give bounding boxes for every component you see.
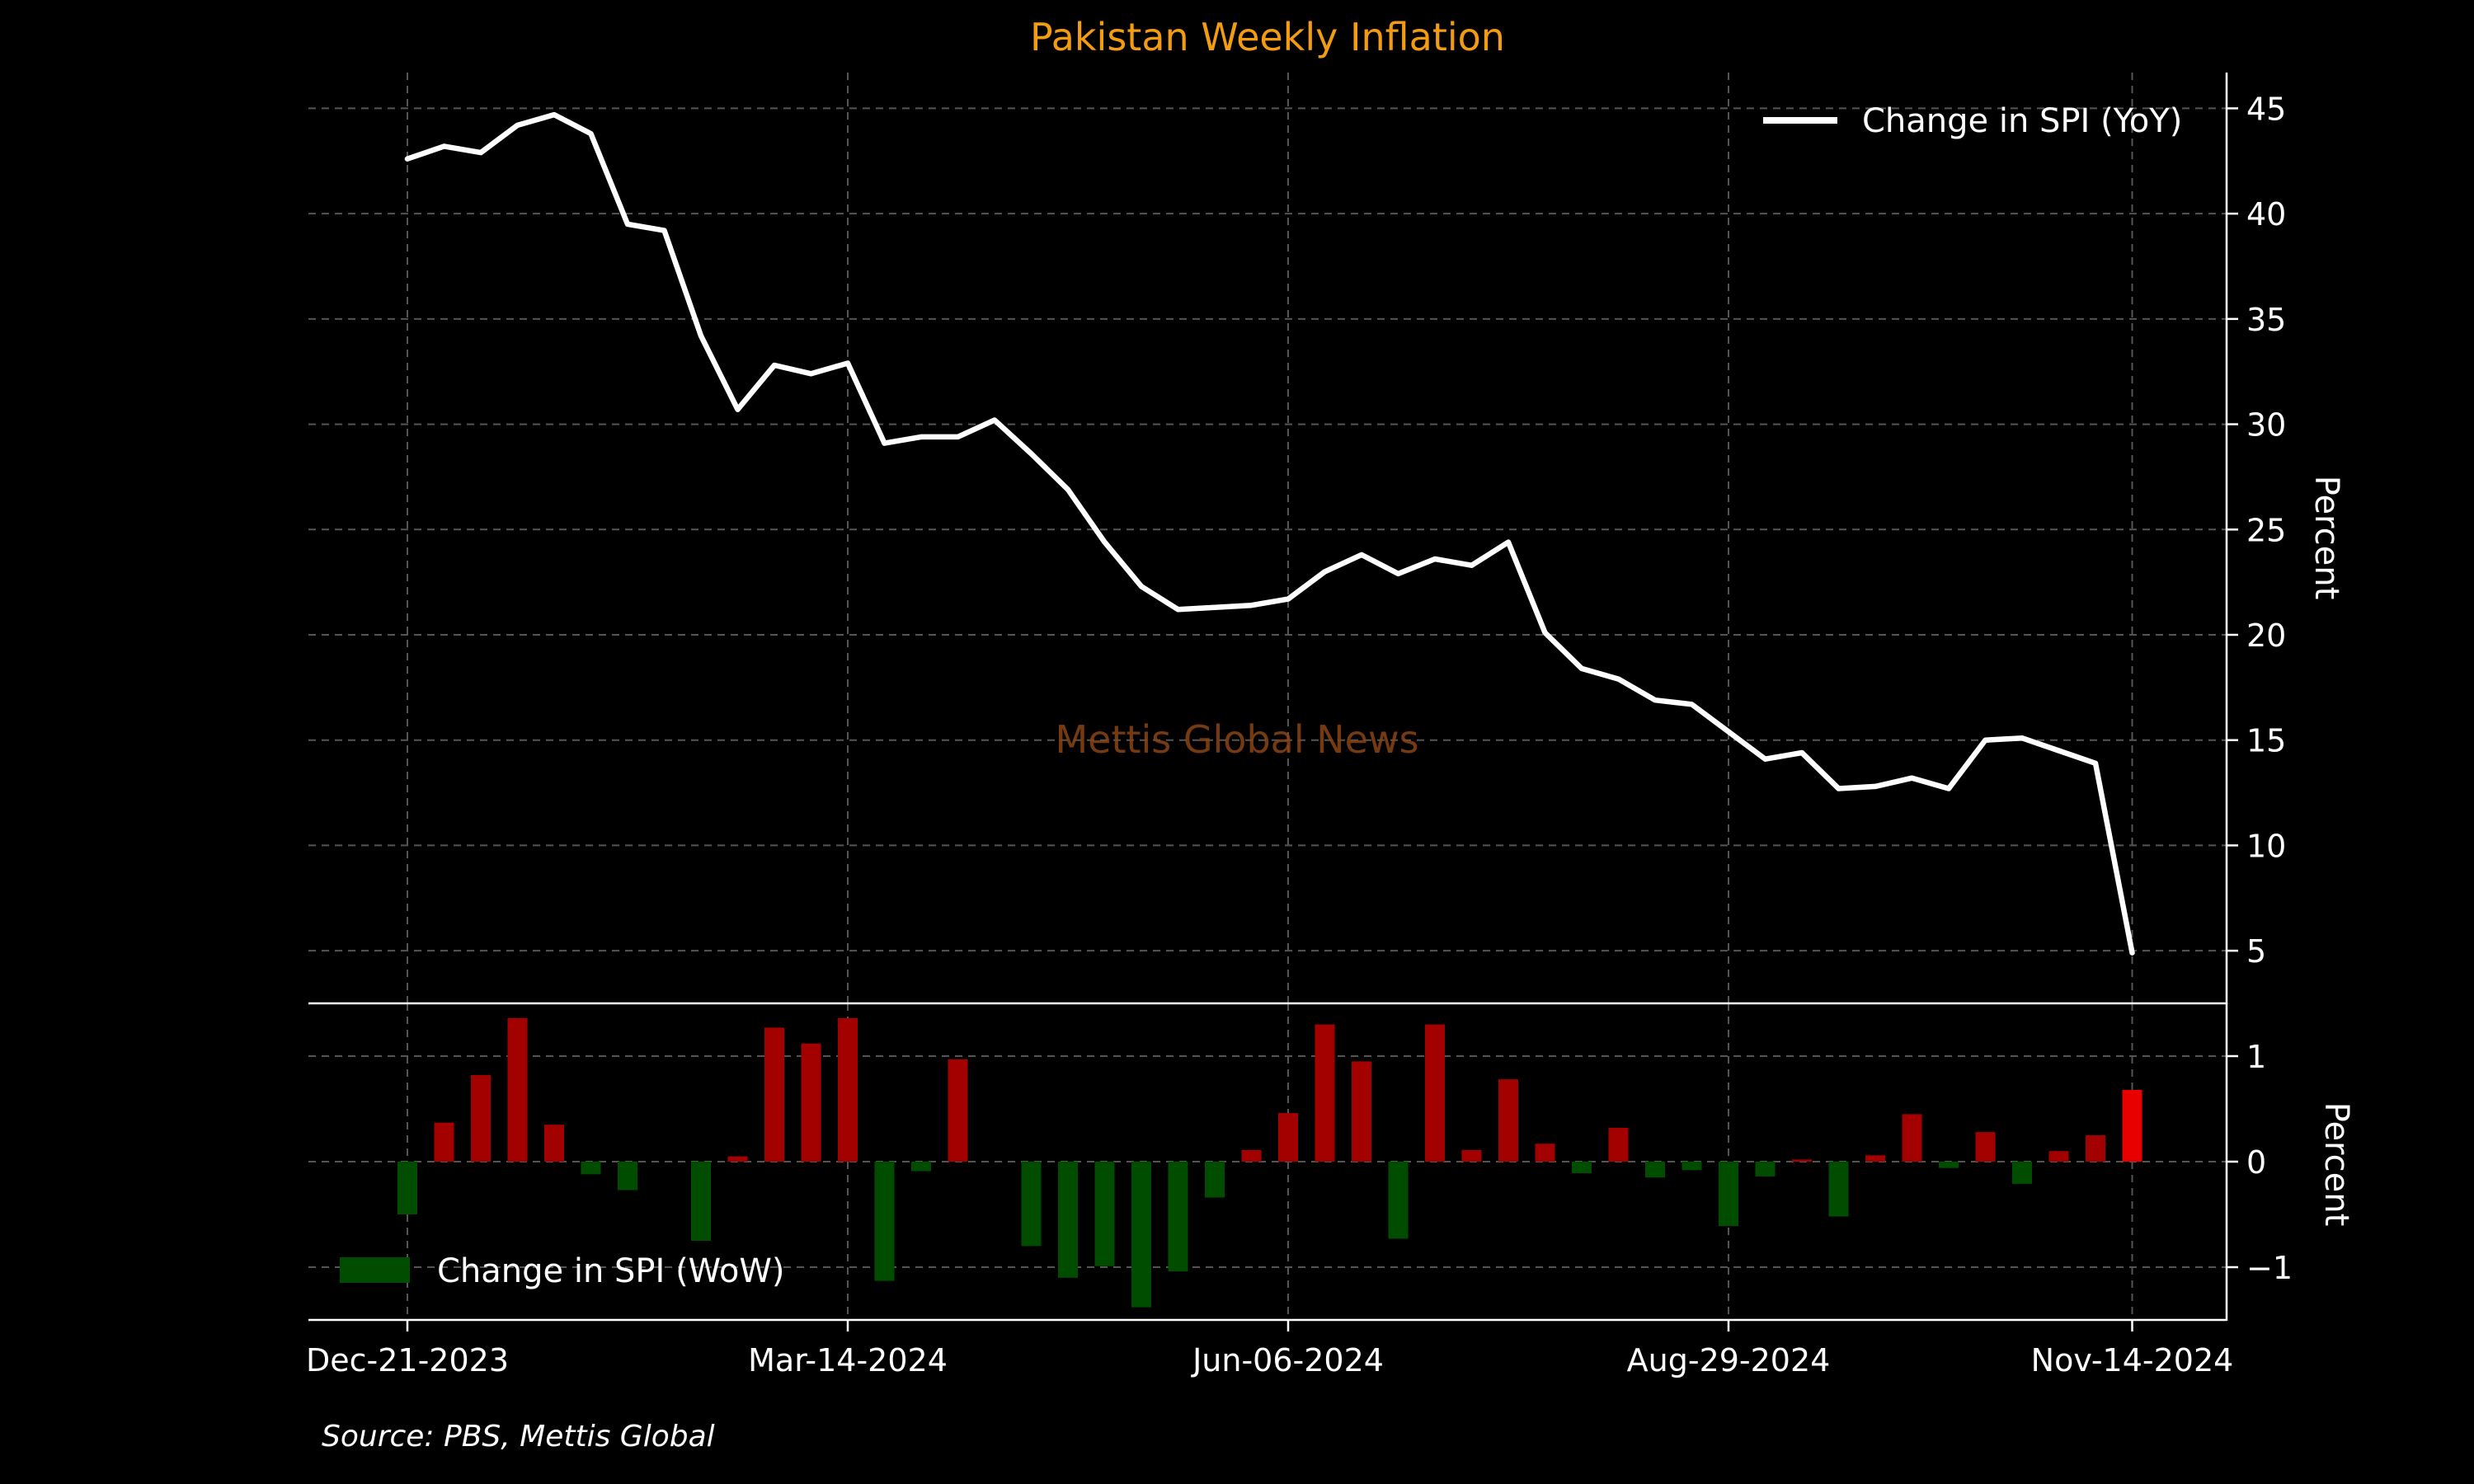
source-note: Source: PBS, Mettis Global: [322, 1420, 715, 1453]
y-tick-label: 0: [2246, 1144, 2266, 1181]
x-tick-label: Aug-29-2024: [1627, 1342, 1831, 1378]
wow-bar: [1205, 1162, 1225, 1198]
y-tick-label: 20: [2246, 618, 2286, 654]
watermark-text: Mettis Global News: [1055, 717, 1418, 762]
wow-bar: [1058, 1162, 1078, 1278]
wow-bar: [1828, 1162, 1849, 1217]
y-tick-label: 25: [2246, 512, 2286, 548]
wow-bar: [1902, 1114, 1922, 1162]
wow-bar: [581, 1162, 601, 1175]
y-tick-label: 45: [2246, 91, 2286, 127]
x-tick-label: Dec-21-2023: [306, 1342, 509, 1378]
wow-bar: [434, 1122, 454, 1162]
wow-bar: [1425, 1024, 1445, 1162]
wow-bar: [1939, 1162, 1959, 1168]
legend-yoy-label: Change in SPI (YoY): [1862, 102, 2182, 140]
legend-bar-swatch: [340, 1257, 410, 1283]
y-tick-label: 35: [2246, 302, 2286, 338]
wow-bar: [1865, 1155, 1885, 1162]
x-tick-label: Jun-06-2024: [1191, 1342, 1384, 1378]
wow-bar: [691, 1162, 711, 1241]
wow-bar: [2086, 1135, 2105, 1162]
wow-bar: [1645, 1162, 1665, 1178]
x-tick-label: Nov-14-2024: [2031, 1342, 2234, 1378]
wow-bar: [397, 1162, 417, 1214]
legend-wow-label: Change in SPI (WoW): [437, 1252, 785, 1290]
y-tick-label: 15: [2246, 723, 2286, 759]
wow-bar: [1094, 1162, 1115, 1266]
y-tick-label: 10: [2246, 828, 2286, 864]
wow-bar: [1608, 1128, 1629, 1162]
wow-bar: [1352, 1061, 1371, 1162]
wow-bar: [727, 1156, 748, 1162]
yoy-series: [404, 111, 2135, 956]
wow-bar: [1498, 1079, 1518, 1162]
wow-bar: [1535, 1144, 1555, 1162]
wow-bar: [1315, 1024, 1335, 1162]
axis-ticks: 5 10 15 20 25 30 35 40 45 −1 0 1 Dec-21-2023 Mar-14-2…: [306, 91, 2293, 1378]
y-tick-label: 5: [2246, 933, 2266, 970]
wow-bar: [874, 1162, 895, 1281]
y-tick-label: 1: [2246, 1039, 2266, 1075]
x-tick-label: Mar-14-2024: [748, 1342, 948, 1378]
y-tick-label: −1: [2246, 1250, 2293, 1286]
yoy-line: [404, 111, 2135, 956]
wow-bar: [911, 1162, 931, 1172]
grid-lines: [308, 73, 2227, 1320]
wow-bar: [1388, 1162, 1409, 1239]
wow-bar: [1681, 1162, 1702, 1171]
wow-bar: [764, 1027, 784, 1162]
wow-bar: [507, 1017, 528, 1162]
y-tick-label: 40: [2246, 196, 2286, 232]
wow-bars: [397, 1017, 2142, 1308]
wow-bar: [948, 1059, 968, 1162]
wow-bar: [1131, 1162, 1151, 1308]
wow-bar: [1975, 1132, 1996, 1162]
wow-bar: [1241, 1149, 1262, 1162]
wow-bar: [801, 1043, 821, 1162]
wow-bar: [838, 1017, 858, 1162]
wow-bar: [1719, 1162, 1738, 1227]
wow-bar: [1168, 1162, 1188, 1272]
wow-bar: [1572, 1162, 1592, 1174]
wow-bar: [471, 1075, 491, 1162]
wow-bar: [2012, 1162, 2032, 1184]
wow-bar: [1021, 1162, 1042, 1247]
wow-bar: [1792, 1159, 1812, 1162]
top-y-axis-label: Percent: [2307, 476, 2345, 600]
wow-bar: [1461, 1149, 1482, 1162]
wow-bar: [544, 1125, 564, 1162]
top-legend: Change in SPI (YoY): [1763, 102, 2182, 140]
wow-bar: [2048, 1151, 2069, 1162]
wow-bar: [1278, 1113, 1298, 1162]
wow-bar: [2122, 1089, 2142, 1162]
wow-bar: [618, 1162, 637, 1190]
bottom-legend: Change in SPI (WoW): [340, 1252, 785, 1290]
chart-title: Pakistan Weekly Inflation: [1030, 15, 1505, 59]
bottom-y-axis-label: Percent: [2317, 1102, 2355, 1227]
y-tick-label: 30: [2246, 407, 2286, 444]
wow-bar: [1755, 1162, 1776, 1176]
